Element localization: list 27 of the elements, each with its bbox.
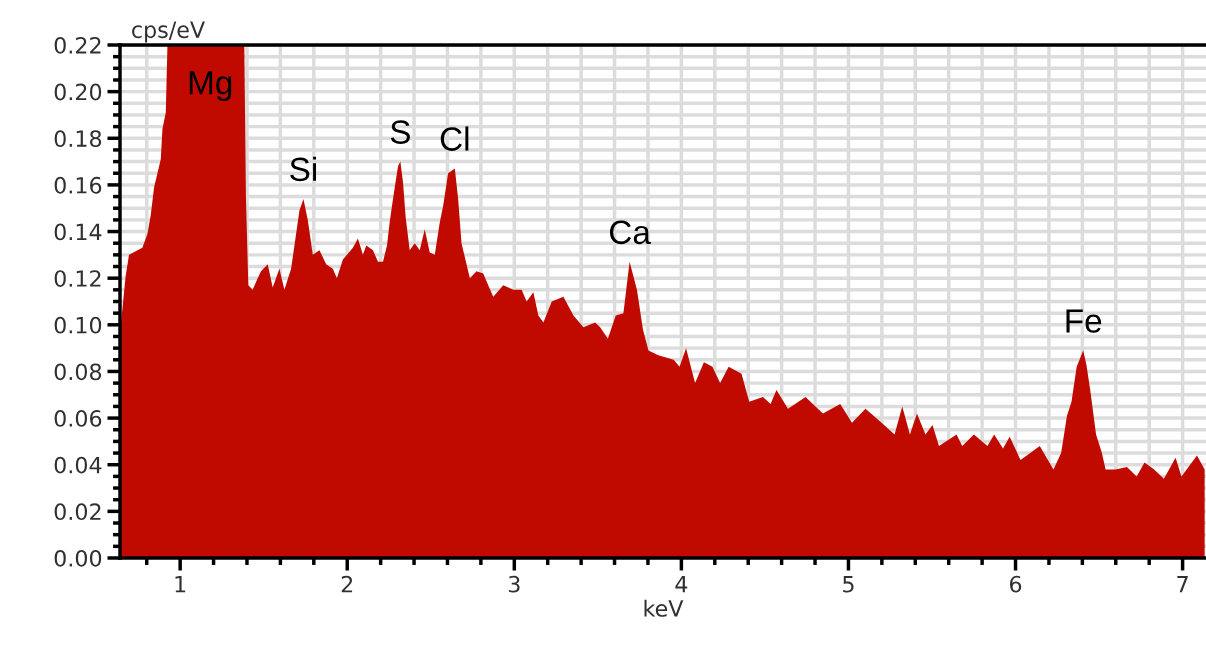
y-tick-label: 0.12	[54, 270, 101, 287]
y-tick-label: 0.08	[54, 363, 102, 381]
annotation: S	[390, 120, 410, 144]
x-tick-label: 3	[508, 575, 520, 593]
x-tick-label: 2	[341, 575, 353, 593]
y-tick-label: 0.04	[54, 456, 102, 474]
x-tick-label: 5	[843, 576, 854, 593]
annotation: Ca	[609, 220, 651, 245]
x-tick-label: 1	[175, 576, 186, 593]
annotation: Si	[290, 156, 317, 182]
y-tick-label: 0.18	[54, 130, 102, 148]
y-tick-label: 0.06	[54, 410, 102, 427]
y-tick-label: 0.22	[54, 36, 101, 54]
y-tick-label: 0.20	[54, 83, 102, 101]
y-tick-label: 0.00	[54, 549, 102, 567]
annotation: Cl	[440, 126, 469, 151]
y-tick-label: 0.14	[54, 223, 102, 241]
x-tick-label: 4	[675, 576, 688, 593]
y-tick-label: 0.16	[54, 176, 102, 194]
annotation: Mg	[189, 71, 232, 102]
y-tick-label: 0.02	[54, 503, 101, 521]
x-tick-label: 7	[1177, 576, 1188, 593]
y-axis-title: cps/eV	[132, 21, 205, 43]
x-tick-label: 6	[1010, 575, 1022, 593]
x-axis-title: keV	[644, 599, 684, 617]
y-tick-label: 0.10	[54, 316, 102, 334]
annotation: Fe	[1066, 309, 1102, 333]
